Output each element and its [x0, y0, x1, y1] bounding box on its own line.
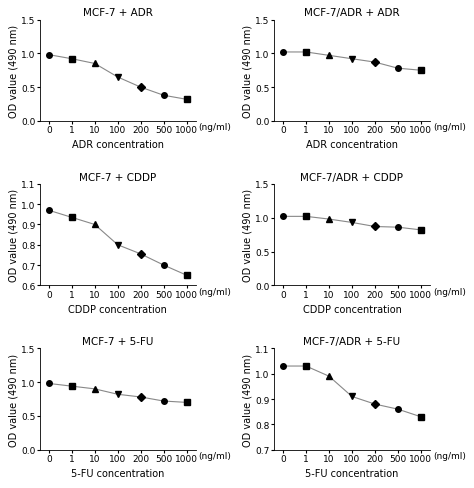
Text: (ng/ml): (ng/ml) [433, 287, 465, 296]
Y-axis label: OD value (490 nm): OD value (490 nm) [9, 353, 18, 446]
Y-axis label: OD value (490 nm): OD value (490 nm) [9, 189, 18, 282]
Y-axis label: OD value (490 nm): OD value (490 nm) [243, 353, 253, 446]
Text: (ng/ml): (ng/ml) [199, 287, 231, 296]
Y-axis label: OD value (490 nm): OD value (490 nm) [243, 24, 253, 118]
Text: ADR concentration: ADR concentration [306, 140, 398, 150]
Title: MCF-7 + CDDP: MCF-7 + CDDP [79, 172, 156, 183]
Y-axis label: OD value (490 nm): OD value (490 nm) [9, 24, 18, 118]
Title: MCF-7/ADR + 5-FU: MCF-7/ADR + 5-FU [303, 336, 401, 346]
Text: CDDP concentration: CDDP concentration [68, 304, 167, 314]
Text: 5-FU concentration: 5-FU concentration [305, 468, 399, 478]
Text: (ng/ml): (ng/ml) [433, 123, 465, 132]
Title: MCF-7/ADR + ADR: MCF-7/ADR + ADR [304, 8, 400, 18]
Text: CDDP concentration: CDDP concentration [302, 304, 401, 314]
Text: 5-FU concentration: 5-FU concentration [71, 468, 164, 478]
Text: (ng/ml): (ng/ml) [199, 451, 231, 460]
Title: MCF-7 + 5-FU: MCF-7 + 5-FU [82, 336, 154, 346]
Title: MCF-7/ADR + CDDP: MCF-7/ADR + CDDP [301, 172, 403, 183]
Y-axis label: OD value (490 nm): OD value (490 nm) [243, 189, 253, 282]
Text: (ng/ml): (ng/ml) [433, 451, 465, 460]
Text: (ng/ml): (ng/ml) [199, 123, 231, 132]
Title: MCF-7 + ADR: MCF-7 + ADR [83, 8, 153, 18]
Text: ADR concentration: ADR concentration [72, 140, 164, 150]
